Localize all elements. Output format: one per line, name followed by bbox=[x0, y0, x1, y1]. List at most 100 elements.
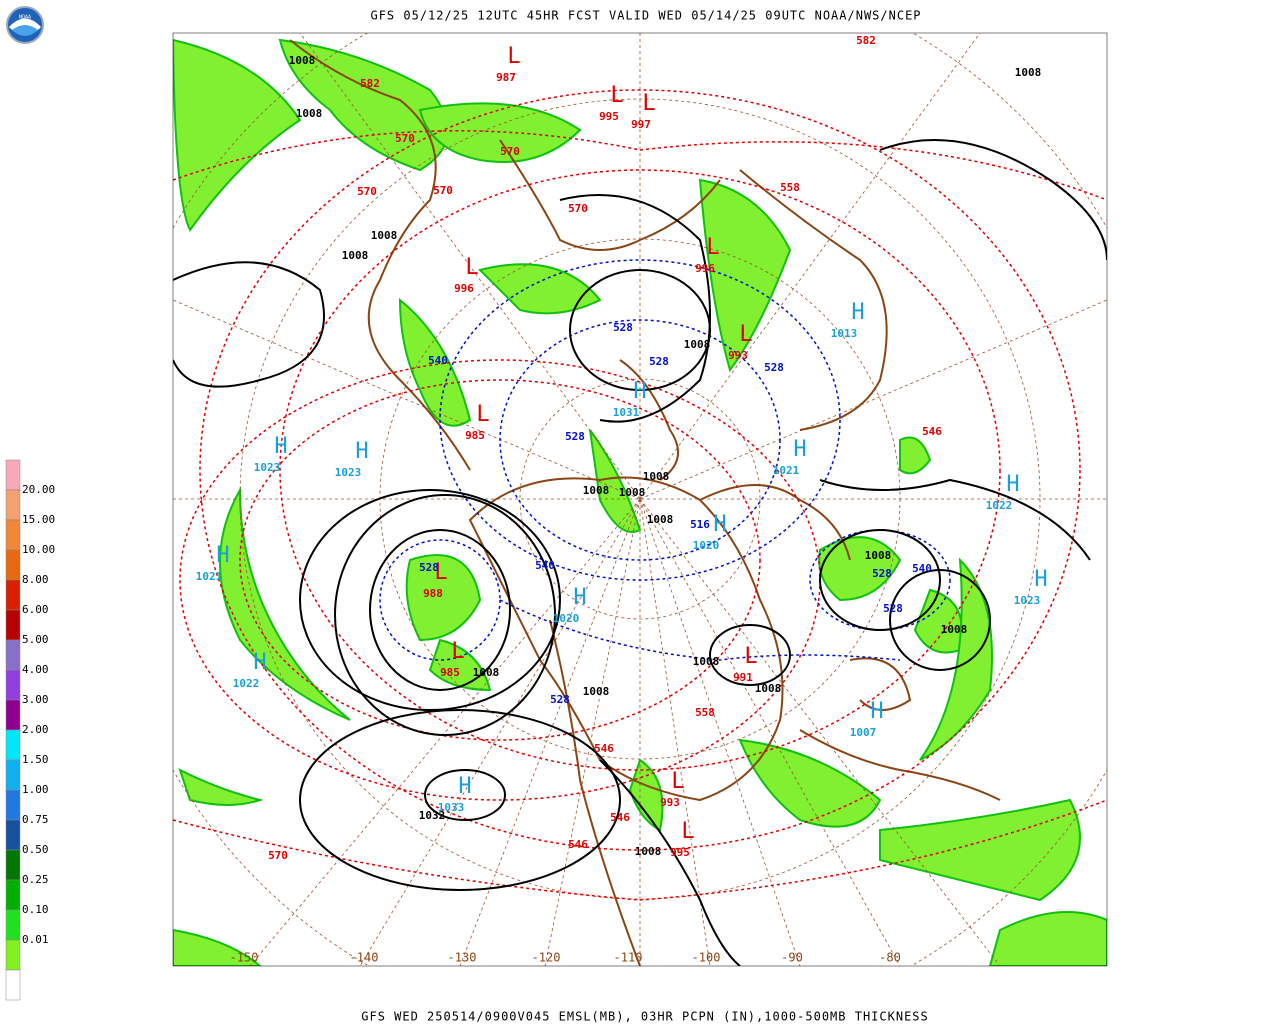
legend-label: 6.00 bbox=[22, 603, 49, 616]
low-pressure: 995 bbox=[599, 110, 619, 123]
longitude-label: -140 bbox=[350, 951, 379, 965]
high-pressure: 1031 bbox=[613, 406, 640, 419]
legend-swatch bbox=[5, 519, 21, 551]
low-pressure: 985 bbox=[440, 666, 460, 679]
isobar-label: 1008 bbox=[635, 845, 662, 858]
isobar-label: 1008 bbox=[619, 486, 646, 499]
thickness-label: 570 bbox=[433, 184, 453, 197]
high-pressure: 1020 bbox=[693, 539, 720, 552]
isobar-label: 1008 bbox=[865, 549, 892, 562]
low-pressure: 988 bbox=[423, 587, 443, 600]
legend-swatch bbox=[5, 729, 21, 761]
legend-swatch bbox=[5, 789, 21, 821]
thickness-label: 528 bbox=[883, 602, 903, 615]
thickness-label: 570 bbox=[568, 202, 588, 215]
low-symbol: L bbox=[507, 44, 520, 69]
coastlines bbox=[289, 39, 1001, 966]
high-symbol: H bbox=[851, 300, 864, 325]
isobar-label: 1008 bbox=[473, 666, 500, 679]
low-symbol: L bbox=[465, 255, 478, 280]
low-symbol: L bbox=[681, 819, 694, 844]
thickness-label: 570 bbox=[268, 849, 288, 862]
high-pressure: 1023 bbox=[1014, 594, 1041, 607]
thickness-label: 570 bbox=[357, 185, 377, 198]
high-pressure: 1021 bbox=[773, 464, 800, 477]
legend-swatch bbox=[5, 549, 21, 581]
precip-legend: 20.00 15.00 10.00 8.00 6.00 5.00 4.00 3.00 2.00 1… bbox=[5, 459, 55, 1001]
legend-swatch bbox=[5, 969, 21, 1001]
high-symbol: H bbox=[355, 439, 368, 464]
isobars bbox=[173, 139, 1107, 966]
legend-swatch bbox=[5, 489, 21, 521]
noaa-logo: NOAA bbox=[6, 6, 44, 44]
longitude-label: -120 bbox=[532, 951, 561, 965]
low-pressure: 996 bbox=[695, 262, 715, 275]
high-pressure: 1021 bbox=[196, 570, 223, 583]
legend-label: 3.00 bbox=[22, 693, 49, 706]
legend-label: 5.00 bbox=[22, 633, 49, 646]
high-pressure: 1023 bbox=[335, 466, 362, 479]
low-symbol: L bbox=[671, 769, 684, 794]
high-symbol: H bbox=[870, 699, 883, 724]
isobar-label: 1008 bbox=[647, 513, 674, 526]
legend-label: 0.01 bbox=[22, 933, 49, 946]
legend-label: 1.00 bbox=[22, 783, 49, 796]
legend-swatch bbox=[5, 759, 21, 791]
legend-swatch bbox=[5, 669, 21, 701]
thickness-label: 528 bbox=[565, 430, 585, 443]
low-symbol: L bbox=[610, 83, 623, 108]
isobar-label: 1008 bbox=[371, 229, 398, 242]
high-symbol: H bbox=[1006, 472, 1019, 497]
legend-swatch bbox=[5, 459, 21, 491]
high-pressure: 1022 bbox=[986, 499, 1013, 512]
isobar-label: 1032 bbox=[419, 809, 446, 822]
low-symbol: L bbox=[706, 235, 719, 260]
thickness-label: 528 bbox=[613, 321, 633, 334]
map-layers bbox=[173, 33, 1107, 966]
thickness-label: 528 bbox=[872, 567, 892, 580]
low-pressure: 985 bbox=[465, 429, 485, 442]
legend-swatch bbox=[5, 639, 21, 671]
legend-swatch bbox=[5, 609, 21, 641]
thickness-label: 570 bbox=[500, 145, 520, 158]
longitude-label: -150 bbox=[230, 951, 259, 965]
legend-label: 4.00 bbox=[22, 663, 49, 676]
legend-label: 0.25 bbox=[22, 873, 49, 886]
high-pressure: 1033 bbox=[438, 801, 465, 814]
isobar-label: 1008 bbox=[342, 249, 369, 262]
legend-label: 2.00 bbox=[22, 723, 49, 736]
legend-label: 20.00 bbox=[22, 483, 55, 496]
legend-label: 15.00 bbox=[22, 513, 55, 526]
longitude-label: -110 bbox=[614, 951, 643, 965]
low-pressure: 995 bbox=[670, 846, 690, 859]
thickness-label: 570 bbox=[395, 132, 415, 145]
isobar-label: 1008 bbox=[693, 655, 720, 668]
high-symbol: H bbox=[573, 585, 586, 610]
low-pressure: 997 bbox=[631, 118, 651, 131]
thickness-label: 540 bbox=[912, 562, 932, 575]
thickness-label: 546 bbox=[922, 425, 942, 438]
low-pressure: 991 bbox=[733, 671, 753, 684]
high-symbol: H bbox=[253, 650, 266, 675]
isobar-label: 1008 bbox=[684, 338, 711, 351]
thickness-label: 528 bbox=[649, 355, 669, 368]
high-symbol: H bbox=[458, 774, 471, 799]
thickness-label: 516 bbox=[690, 518, 710, 531]
thickness-label: 546 bbox=[610, 811, 630, 824]
map-title: GFS 05/12/25 12UTC 45HR FCST VALID WED 0… bbox=[370, 9, 921, 23]
legend-swatch bbox=[5, 579, 21, 611]
longitude-label: -130 bbox=[448, 951, 477, 965]
low-pressure: 993 bbox=[660, 796, 680, 809]
thickness-label: 540 bbox=[428, 354, 448, 367]
isobar-label: 1008 bbox=[296, 107, 323, 120]
high-pressure: 1007 bbox=[850, 726, 877, 739]
thickness-label: 582 bbox=[856, 34, 876, 47]
legend-label: 0.10 bbox=[22, 903, 49, 916]
low-symbol: L bbox=[642, 91, 655, 116]
low-symbol: L bbox=[451, 639, 464, 664]
low-symbol: L bbox=[476, 402, 489, 427]
legend-label: 1.50 bbox=[22, 753, 49, 766]
thickness-label: 528 bbox=[550, 693, 570, 706]
isobar-label: 1008 bbox=[583, 484, 610, 497]
thickness-label: 558 bbox=[780, 181, 800, 194]
